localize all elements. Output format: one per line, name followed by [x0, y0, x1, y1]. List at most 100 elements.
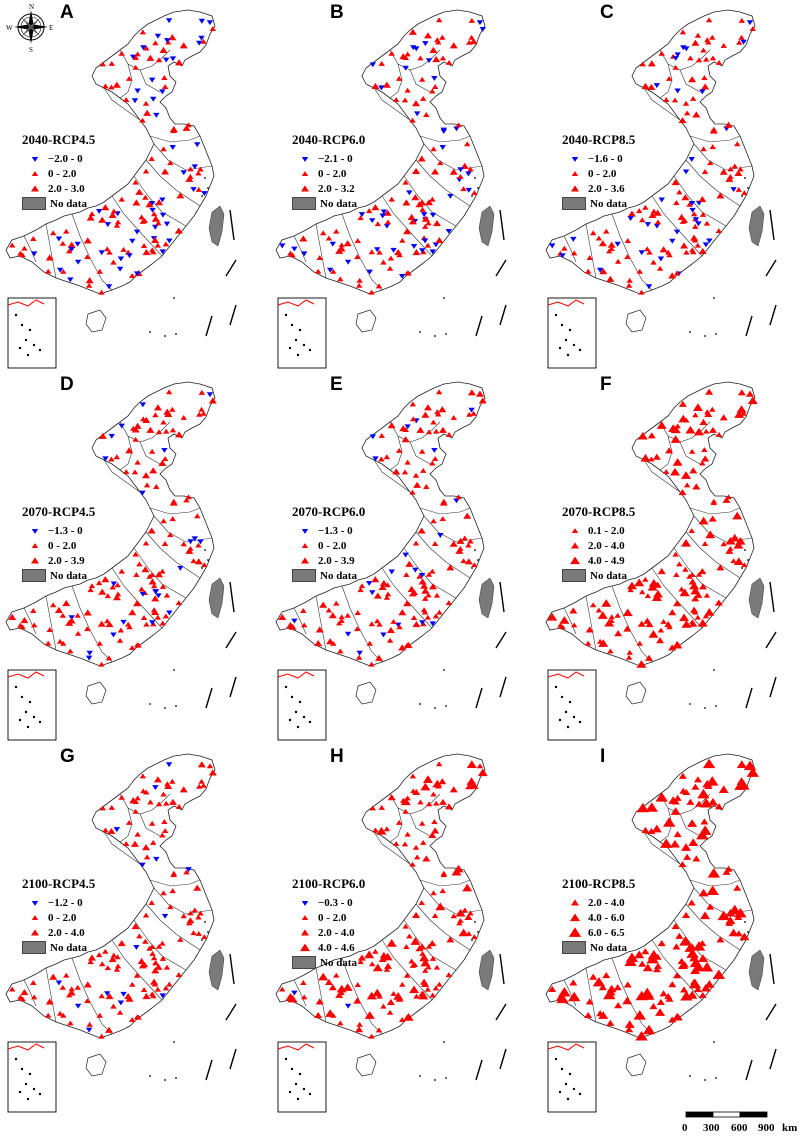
island-line: [769, 209, 775, 241]
station-marker: [460, 186, 467, 192]
station-marker: [165, 389, 173, 395]
station-marker: [65, 248, 73, 254]
station-marker: [169, 56, 177, 62]
station-marker: [691, 237, 699, 243]
station-marker: [601, 599, 612, 607]
panel-letter: D: [60, 374, 74, 395]
province-border: [145, 903, 201, 951]
station-marker: [434, 409, 441, 415]
province-border: [71, 957, 113, 1035]
station-marker: [59, 984, 67, 990]
inset-island: [566, 353, 570, 357]
province-border: [139, 69, 161, 93]
legend-item: 2.0 - 3.9: [22, 553, 95, 568]
station-marker: [98, 289, 105, 295]
station-marker: [384, 962, 393, 969]
inset-island: [572, 1087, 576, 1091]
station-marker: [425, 220, 432, 226]
island-dot: [713, 297, 715, 299]
station-marker: [132, 436, 139, 442]
station-marker: [665, 75, 673, 81]
station-marker: [707, 160, 714, 166]
station-marker: [9, 986, 16, 992]
station-marker: [344, 1003, 352, 1009]
station-marker: [388, 50, 395, 56]
station-marker: [104, 991, 111, 997]
station-marker: [395, 447, 403, 453]
station-marker: [709, 34, 716, 40]
station-marker: [736, 760, 747, 768]
station-marker: [132, 179, 139, 185]
legend-item: 6.0 - 6.5: [562, 925, 635, 940]
station-marker: [326, 267, 334, 273]
province-border: [23, 979, 37, 1007]
station-marker: [668, 272, 677, 279]
province-border: [643, 87, 681, 121]
station-marker: [101, 576, 110, 583]
station-marker: [584, 1011, 593, 1019]
island-dot: [741, 195, 743, 197]
station-marker: [471, 934, 478, 940]
station-marker: [606, 275, 615, 282]
station-marker: [714, 599, 723, 606]
station-marker: [692, 403, 703, 411]
station-marker: [344, 631, 352, 637]
station-marker: [689, 581, 700, 590]
station-marker: [404, 459, 411, 465]
station-marker: [461, 535, 468, 541]
station-marker: [652, 966, 661, 973]
inset-island: [294, 338, 298, 342]
station-marker: [87, 587, 94, 593]
increase-triangle-icon: [292, 554, 318, 568]
province-border: [685, 159, 741, 207]
station-marker: [165, 18, 173, 24]
station-marker: [406, 190, 413, 196]
station-marker: [49, 973, 58, 980]
province-border: [673, 175, 727, 227]
station-marker: [461, 907, 468, 913]
hainan-island: [85, 309, 107, 333]
station-marker: [149, 247, 156, 253]
station-marker: [200, 38, 207, 44]
compass-w: W: [6, 24, 13, 32]
station-marker: [369, 805, 377, 811]
station-marker: [614, 1002, 623, 1009]
station-marker: [146, 54, 155, 61]
station-marker: [153, 776, 162, 783]
station-marker: [548, 985, 557, 992]
station-marker: [379, 213, 386, 219]
station-marker: [649, 1002, 658, 1010]
station-marker: [637, 620, 646, 627]
station-marker: [142, 248, 151, 256]
station-marker: [647, 432, 656, 439]
inset-island: [24, 710, 28, 714]
station-marker: [98, 661, 105, 667]
province-border: [419, 135, 471, 143]
station-marker: [659, 990, 668, 997]
station-marker: [131, 98, 139, 104]
station-marker: [432, 56, 441, 63]
island-line: [769, 953, 775, 985]
south-china-sea-inset: [547, 669, 597, 741]
station-marker: [169, 406, 176, 412]
station-marker: [120, 619, 127, 625]
island-dot: [173, 669, 175, 671]
station-marker: [179, 42, 188, 49]
station-marker: [120, 991, 127, 997]
station-marker: [154, 33, 162, 39]
station-marker: [467, 910, 474, 916]
station-marker: [419, 207, 426, 212]
station-marker: [134, 795, 141, 801]
station-marker: [365, 208, 373, 214]
station-marker: [19, 996, 26, 1002]
coastal-map: [545, 9, 777, 369]
station-marker: [146, 426, 155, 433]
station-marker: [116, 1009, 124, 1015]
legend-label: 2.0 - 4.0: [588, 896, 625, 909]
station-marker: [153, 112, 160, 118]
station-marker: [734, 930, 743, 937]
station-marker: [19, 252, 26, 258]
station-marker: [161, 828, 169, 834]
station-marker: [342, 983, 353, 991]
station-marker: [429, 583, 438, 590]
